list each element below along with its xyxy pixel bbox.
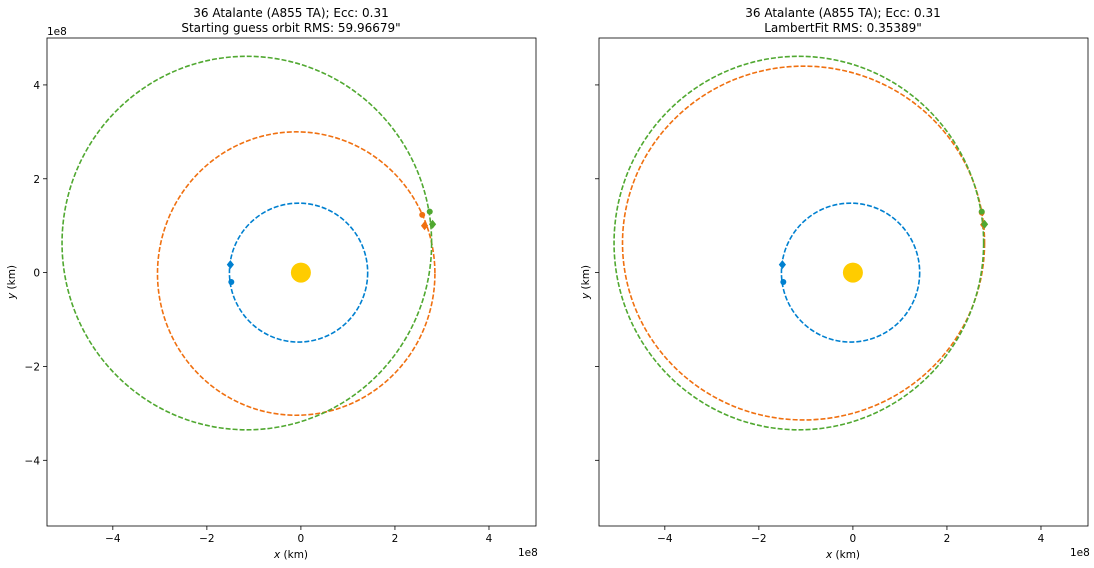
- left-orbit-series-2: [61, 55, 433, 431]
- left-series-0-circle-marker: [228, 279, 235, 285]
- right-series-2-diamond-marker: [980, 219, 989, 229]
- left-x-tick-label: 4: [486, 533, 493, 545]
- left-series-0-diamond-marker: [226, 260, 234, 270]
- left-y-tick-label: −2: [25, 361, 40, 373]
- right-sun-marker: [842, 262, 863, 283]
- left-orbit-series-0: [228, 202, 369, 343]
- right-plot-area: [613, 55, 989, 431]
- left-chart-subtitle: Starting guess orbit RMS: 59.96679": [181, 21, 400, 35]
- left-x-tick-label: 0: [298, 533, 305, 545]
- right-chart-title: 36 Atalante (A855 TA); Ecc: 0.31: [745, 6, 940, 20]
- right-orbit-series-1: [621, 65, 986, 421]
- right-chart-panel: 36 Atalante (A855 TA); Ecc: 0.31 Lambert…: [580, 6, 1090, 561]
- right-axes-frame: [598, 37, 1089, 527]
- right-y-axis-label: y (km): [580, 265, 592, 300]
- left-series-1-diamond-marker: [420, 221, 429, 231]
- left-series-2-diamond-marker: [428, 219, 437, 229]
- left-x-tick-label: −2: [199, 533, 214, 545]
- left-orbit-series-1: [156, 131, 436, 417]
- left-axes-frame: [46, 37, 537, 527]
- left-series-2-circle-marker: [426, 208, 433, 215]
- right-x-tick-label: 0: [850, 533, 857, 545]
- left-x-tick-label: −4: [105, 533, 121, 545]
- right-orbit-series-2: [613, 55, 985, 431]
- left-y-tick-label: 2: [33, 174, 40, 186]
- left-y-tick-label: −4: [25, 455, 41, 467]
- left-y-tick-label: 4: [33, 80, 40, 92]
- right-ticks: −4 −2 0 2 4: [595, 84, 1045, 545]
- left-sun-marker: [290, 262, 311, 283]
- right-series-0-diamond-marker: [778, 260, 786, 270]
- right-chart-subtitle: LambertFit RMS: 0.35389": [764, 21, 922, 35]
- left-ticks: −4 −2 0 2 4 −4 −2 0 2 4: [25, 80, 493, 545]
- right-x-tick-label: −2: [751, 533, 766, 545]
- left-chart-panel: 36 Atalante (A855 TA); Ecc: 0.31 Startin…: [6, 6, 538, 561]
- right-orbit-series-0: [780, 202, 921, 343]
- right-x-tick-label: −4: [657, 533, 673, 545]
- right-series-2-circle-marker: [978, 208, 985, 215]
- left-y-axis-label: y (km): [6, 265, 18, 300]
- left-series-1-circle-marker: [419, 211, 426, 218]
- right-x-tick-label: 2: [944, 533, 951, 545]
- left-x-axis-label: x (km): [273, 549, 308, 561]
- left-y-tick-label: 0: [33, 268, 40, 280]
- left-y-offset-label: 1e8: [47, 26, 67, 38]
- right-x-offset-label: 1e8: [1070, 547, 1090, 559]
- right-x-axis-label: x (km): [825, 549, 860, 561]
- left-x-tick-label: 2: [392, 533, 399, 545]
- left-plot-area: [61, 55, 437, 431]
- right-series-0-circle-marker: [780, 279, 787, 285]
- right-x-tick-label: 4: [1038, 533, 1045, 545]
- left-chart-title: 36 Atalante (A855 TA); Ecc: 0.31: [193, 6, 388, 20]
- left-x-offset-label: 1e8: [518, 547, 538, 559]
